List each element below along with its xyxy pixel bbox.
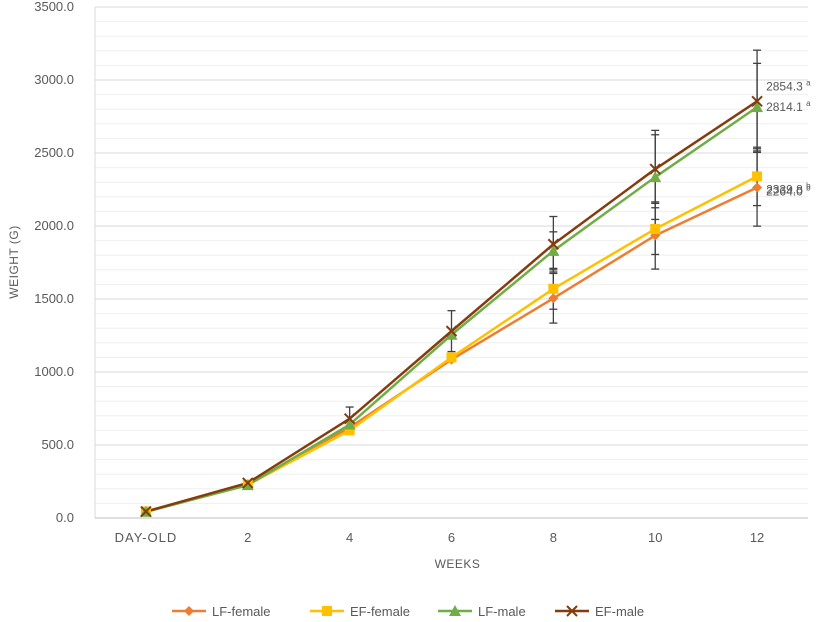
data-label: 2264.0 b [766, 183, 811, 198]
x-tick-label: DAY-OLD [115, 530, 178, 545]
data-point [547, 238, 560, 250]
data-point [242, 477, 254, 489]
x-tick-label: 10 [648, 530, 662, 545]
data-point [650, 223, 661, 234]
x-axis-title: WEEKS [435, 557, 481, 571]
data-point [344, 425, 355, 436]
data-point [140, 505, 152, 518]
marker-stroke [140, 505, 152, 518]
x-tick-label: 6 [448, 530, 455, 545]
legend-item-lf-male: LF-male [438, 604, 526, 619]
x-tick-label: 8 [550, 530, 557, 545]
y-tick-label: 1000.0 [34, 364, 74, 379]
data-point [649, 163, 661, 175]
data-point [548, 283, 559, 294]
marker-stroke [242, 477, 254, 489]
series-line-ef-male [145, 100, 758, 513]
y-tick-label: 500.0 [41, 437, 74, 452]
y-axis-ticks: 0.0 500.0 1000.0 1500.0 2000.0 2500.0 3000.0 35… [34, 0, 74, 525]
legend-label: LF-female [212, 604, 271, 619]
data-point [751, 101, 764, 113]
marker-stroke [445, 325, 458, 337]
legend-item-lf-female: LF-female [172, 604, 271, 619]
marker-stroke [566, 605, 578, 617]
data-label-value: 2814.1 [766, 100, 806, 114]
data-label-value: 2854.3 [766, 79, 806, 93]
data-point [343, 418, 356, 430]
data-label-value: 2264.0 [766, 184, 806, 198]
grid [94, 6, 808, 518]
legend: LF-female EF-female LF-male EF-male [172, 604, 644, 619]
data-point [752, 171, 763, 182]
data-point [751, 95, 763, 107]
legend-label: EF-female [350, 604, 410, 619]
x-tick-label: 4 [346, 530, 353, 545]
x-tick-label: 2 [244, 530, 251, 545]
data-point [752, 182, 763, 193]
data-label-significance: a [806, 99, 811, 108]
data-point [649, 171, 662, 183]
y-tick-label: 3500.0 [34, 0, 74, 14]
marker-stroke [547, 238, 560, 250]
legend-marker [449, 605, 461, 616]
legend-marker [566, 605, 578, 617]
x-tick-label: 12 [750, 530, 764, 545]
data-point [548, 293, 559, 304]
x-axis-ticks: DAY-OLD 2 4 6 8 10 12 [115, 530, 765, 545]
series-markers [139, 95, 764, 518]
legend-label: EF-male [595, 604, 644, 619]
legend-marker [322, 606, 332, 616]
marker-stroke [343, 413, 356, 425]
data-label-significance: b [806, 181, 811, 190]
series-lines [145, 100, 758, 514]
data-point [547, 244, 560, 256]
legend-label: LF-male [478, 604, 526, 619]
data-label: 2339.8 b [766, 181, 811, 196]
data-label-value: 2339.8 [766, 182, 806, 196]
data-point [445, 328, 458, 340]
legend-marker [184, 606, 194, 616]
legend-item-ef-male: EF-male [555, 604, 644, 619]
marker-stroke [649, 163, 661, 175]
data-label: 2814.1 a [766, 99, 811, 114]
data-label: 2854.3 a [766, 78, 811, 93]
y-tick-label: 1500.0 [34, 291, 74, 306]
data-point [241, 479, 254, 491]
data-point [343, 413, 356, 425]
y-tick-label: 2000.0 [34, 218, 74, 233]
y-tick-label: 0.0 [56, 510, 74, 525]
legend-item-ef-female: EF-female [310, 604, 410, 619]
data-point [446, 352, 457, 363]
y-axis-title: WEIGHT (G) [7, 225, 21, 298]
y-tick-label: 2500.0 [34, 145, 74, 160]
data-label-significance: b [806, 183, 811, 192]
marker-stroke [751, 95, 763, 107]
y-tick-label: 3000.0 [34, 72, 74, 87]
data-label-significance: a [806, 78, 811, 87]
data-point [445, 325, 458, 337]
